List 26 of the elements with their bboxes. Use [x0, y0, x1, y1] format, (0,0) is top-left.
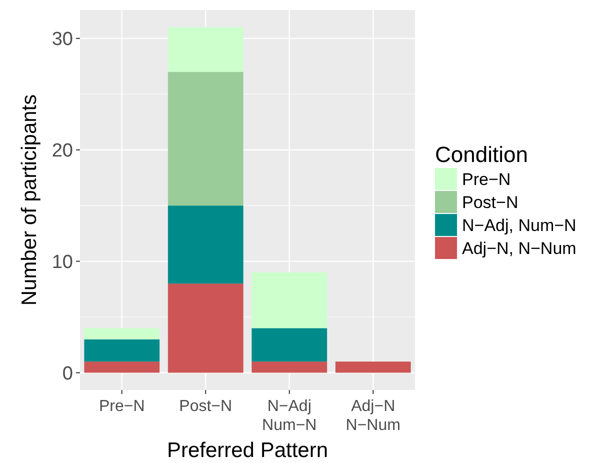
- x-axis-title: Preferred Pattern: [166, 439, 328, 462]
- bar: [335, 362, 411, 373]
- legend-label: N−Adj, Num−N: [462, 216, 576, 235]
- bar: [252, 328, 328, 362]
- y-tick-label: 10: [52, 252, 73, 273]
- y-axis-title: Number of participants: [18, 94, 41, 306]
- bar: [252, 272, 328, 328]
- x-tick-label: Adj−N N−Num: [346, 398, 400, 434]
- legend-label: Post−N: [462, 192, 518, 212]
- bar: [84, 328, 160, 340]
- bar: [168, 206, 244, 284]
- legend-label: Adj−N, N−Num: [462, 238, 576, 258]
- bar: [252, 362, 328, 373]
- bar: [84, 339, 160, 362]
- legend-label: Pre−N: [462, 170, 511, 189]
- bar: [84, 362, 160, 373]
- y-tick-label: 0: [62, 363, 73, 384]
- bar: [168, 284, 244, 373]
- y-tick-label: 20: [52, 140, 73, 162]
- bar: [168, 27, 244, 72]
- x-tick-label: N−Adj Num−N: [262, 398, 317, 434]
- y-tick-label: 30: [52, 29, 73, 50]
- bar: [168, 72, 244, 206]
- legend-title: Condition: [435, 142, 528, 167]
- x-tick-label: Pre−N: [98, 398, 145, 415]
- x-tick-label: Post−N: [179, 398, 232, 415]
